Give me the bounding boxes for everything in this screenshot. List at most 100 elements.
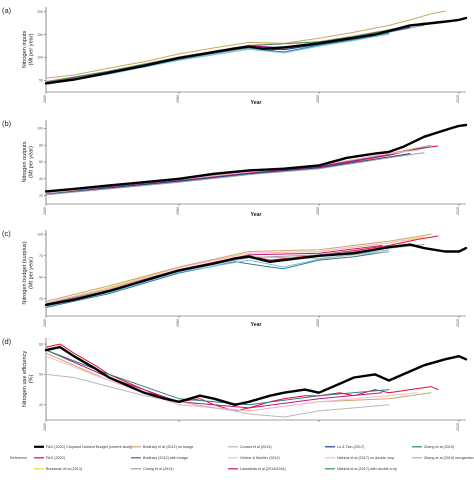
legend-label: Conant et al (2013) [240, 445, 272, 449]
panel-label: (c) [2, 229, 11, 238]
series-line-fao-2022-cropland-nutrient-budget-current-study [44, 345, 468, 406]
y-tick-label: 75 [39, 254, 43, 258]
legend-label: Zhang et al (2015) [424, 445, 454, 449]
y-axis-title-line: Nitrogen outputs [22, 141, 28, 182]
legend-label: Bodirsky et al (2012) no forage [143, 445, 193, 449]
legend-item: Bouwman et al (2013) [34, 467, 82, 471]
legend-label: FAO (2022) Cropland Nutrient Budget (cur… [46, 445, 133, 449]
y-tick-label: 150 [37, 33, 43, 37]
series-line-bodirsky-et-al-2012-no-forage [45, 10, 446, 79]
legend-item: Nishina et al (2017) with double crop [325, 467, 397, 471]
y-axis-title: Nitrogen inputs(Mt per year) [22, 30, 35, 68]
legend-item: Conant et al (2013) [228, 445, 272, 449]
y-tick-label: 100 [37, 233, 43, 237]
series-line-zhang-et-al-2015 [45, 251, 390, 308]
y-axis-title: Nitrogen use efficiency(%) [22, 351, 35, 408]
y-tick-label: 60 [39, 160, 43, 164]
y-tick-label: 20 [39, 194, 43, 198]
y-tick-label: 50 [39, 79, 43, 83]
y-axis-title-line: Nitrogen use efficiency [22, 351, 28, 408]
x-tick-label: 1960 [43, 207, 47, 215]
y-axis-title-line: Nitrogen inputs [22, 30, 28, 68]
legend-label: Bodirsky (2012) with forage [143, 456, 188, 460]
legend-item: Zhang et al (2015) reorganized [412, 456, 474, 460]
legend-item: FAO (2022) Cropland Nutrient Budget (cur… [34, 445, 133, 449]
y-axis-title: Nitrogen budget (surplus)(Mt per year) [22, 241, 35, 304]
y-tick-label: 25 [39, 297, 43, 301]
y-axis-title-line: (Mt per year) [29, 33, 35, 65]
x-tick-label: 1960 [43, 423, 47, 431]
y-tick-label: 200 [37, 10, 43, 14]
y-axis-title: Nitrogen outputs(Mt per year) [22, 141, 35, 182]
x-tick-label: 2020 [456, 319, 460, 327]
legend-item: Nishina et al (2017) no double crop [325, 456, 394, 460]
legend-label: FAO (2022) [46, 456, 65, 460]
y-tick-label: 80 [39, 143, 43, 147]
y-axis-title-line: (%) [29, 375, 35, 384]
x-tick-label: 2000 [316, 319, 320, 327]
series-line-nishina-et-al-2017-with-double-crop [45, 24, 418, 83]
legend-reference-label: Reference [10, 456, 27, 460]
series-line-zhang-et-al-2015-reorganized [45, 249, 390, 307]
panel-b: (b) 20 40 60 80 100 1960 1980 2000 2020 Nitrogen o… [2, 119, 468, 218]
x-tick-label: 1980 [176, 207, 180, 215]
x-tick-label: 2020 [456, 423, 460, 431]
series-line-chang-et-al-2014 [45, 152, 425, 196]
x-axis-title: Year [251, 100, 262, 106]
legend-item: Lu & Tian (2017) [325, 445, 364, 449]
y-tick-label: 50 [39, 276, 43, 280]
y-axis-title-line: Nitrogen budget (surplus) [22, 241, 28, 304]
legend-item: Zhang et al (2015) [412, 445, 454, 449]
y-tick-label: 60 [39, 342, 43, 346]
x-tick-label: 2020 [456, 95, 460, 103]
series-line-bodirsky-et-al-2012-no-forage [45, 352, 432, 412]
series-line-nishina-et-al-2017-no-double-crop [45, 355, 418, 412]
y-tick-label: 40 [39, 403, 43, 407]
legend-label: Zhang et al (2015) reorganized [424, 456, 474, 460]
x-axis-title: Year [251, 212, 262, 218]
y-tick-label: 100 [37, 127, 43, 131]
x-tick-label: 2020 [456, 207, 460, 215]
series-line-lu-tian-2017 [45, 153, 411, 196]
y-tick-label: 40 [39, 177, 43, 181]
y-tick-label: 100 [37, 56, 43, 60]
legend-item: Lassaletta et al (2014/2016) [228, 467, 286, 471]
legend-label: Lu & Tian (2017) [337, 445, 364, 449]
x-tick-label: 1980 [176, 319, 180, 327]
x-tick-label: 1960 [43, 319, 47, 327]
series-line-fao-2022-cropland-nutrient-budget-current-study [44, 16, 468, 85]
x-tick-label: 1980 [176, 95, 180, 103]
series-line-bodirsky-et-al-2012-no-forage [45, 233, 432, 302]
legend-item: Chang et al (2014) [131, 467, 174, 471]
series-line-lassaletta-et-al-2014-2016 [45, 155, 383, 195]
legend-item: FAO (2022) [34, 456, 65, 460]
series-line-zhang-et-al-2015-reorganized [45, 33, 390, 85]
series-line-lassaletta-et-al-2014-2016 [45, 349, 383, 409]
y-tick-label: 50 [39, 373, 43, 377]
y-axis-title-line: (Mt per year) [29, 257, 35, 289]
legend-item: Bodirsky et al (2012) no forage [131, 445, 193, 449]
series-line-nishina-et-al-2017-no-double-crop [45, 238, 418, 304]
panel-d: (d) 40 50 60 1960 2020 Nitrogen use efficiency… [2, 337, 468, 431]
series-line-conant-et-al-2013 [45, 373, 390, 418]
series-line-fao-2022-cropland-nutrient-budget-current-study [44, 123, 468, 193]
legend-item: Gerber & Mueller (2012) [228, 456, 280, 460]
legend-label: Gerber & Mueller (2012) [240, 456, 280, 460]
legend-label: Bouwman et al (2013) [46, 467, 82, 471]
panel-a: (a) 50 100 150 200 1960 1980 2000 2020 Nitrogen i… [2, 6, 468, 106]
x-tick-label: 2000 [316, 95, 320, 103]
series-line-fao-2022-cropland-nutrient-budget-current-study [44, 243, 468, 306]
panel-label: (d) [2, 337, 12, 346]
x-tick-label: 2000 [316, 207, 320, 215]
legend-label: Chang et al (2014) [143, 467, 174, 471]
panel-label: (a) [2, 6, 12, 15]
x-tick-label: 1960 [43, 95, 47, 103]
legend-item: Bodirsky (2012) with forage [131, 456, 188, 460]
panel-c: (c) 25 50 75 100 1960 1980 2000 2020 Nitrogen bud… [2, 229, 468, 328]
x-axis-title: Year [251, 322, 262, 328]
panel-label: (b) [2, 119, 12, 128]
legend-label: Nishina et al (2017) with double crop [337, 467, 397, 471]
legend-label: Lassaletta et al (2014/2016) [240, 467, 286, 471]
legend-label: Nishina et al (2017) no double crop [337, 456, 394, 460]
